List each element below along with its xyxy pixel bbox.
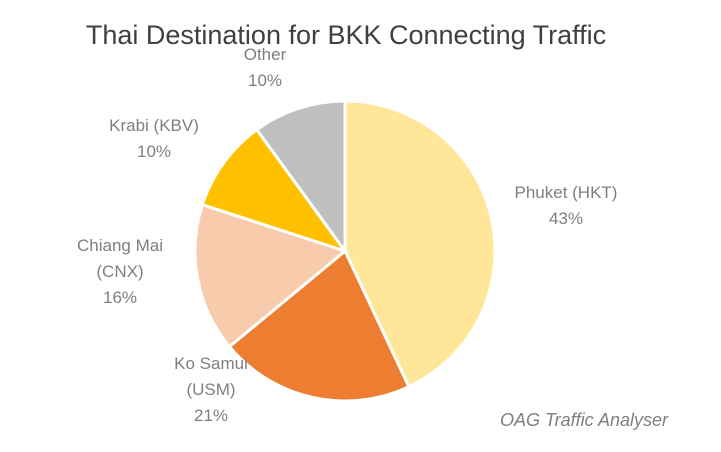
slice-name-line: Phuket (HKT) [515,183,618,202]
slice-label-1: Ko Samui (USM) 21% [174,354,248,425]
slice-label-0: Phuket (HKT) 43% [515,183,618,228]
slice-value-label: 16% [103,288,137,307]
slice-label-3: Krabi (KBV) 10% [109,116,199,161]
slice-name-line: Other [244,45,287,64]
source-note: OAG Traffic Analyser [500,410,669,430]
pie-slice-0 [343,99,497,389]
slice-name-line: Chiang Mai [77,236,163,255]
slice-name-line: (CNX) [96,262,143,281]
slice-value-label: 43% [549,209,583,228]
chart-title: Thai Destination for BKK Connecting Traf… [86,20,606,50]
slice-name-line: Ko Samui [174,354,248,373]
slice-name-line: Krabi (KBV) [109,116,199,135]
pie-slice-3 [200,127,349,254]
pie-labels: Phuket (HKT) 43% Ko Samui (USM) 21% Chiang Ma… [77,45,617,425]
slice-name-line: (USM) [186,380,235,399]
slice-label-4: Other 10% [244,45,287,90]
slice-value-label: 10% [248,71,282,90]
slice-label-2: Chiang Mai (CNX) 16% [77,236,163,307]
pie-slices [193,99,497,403]
pie-slice-4 [254,99,347,256]
slice-value-label: 21% [194,406,228,425]
slice-value-label: 10% [137,142,171,161]
pie-slice-1 [227,248,411,403]
